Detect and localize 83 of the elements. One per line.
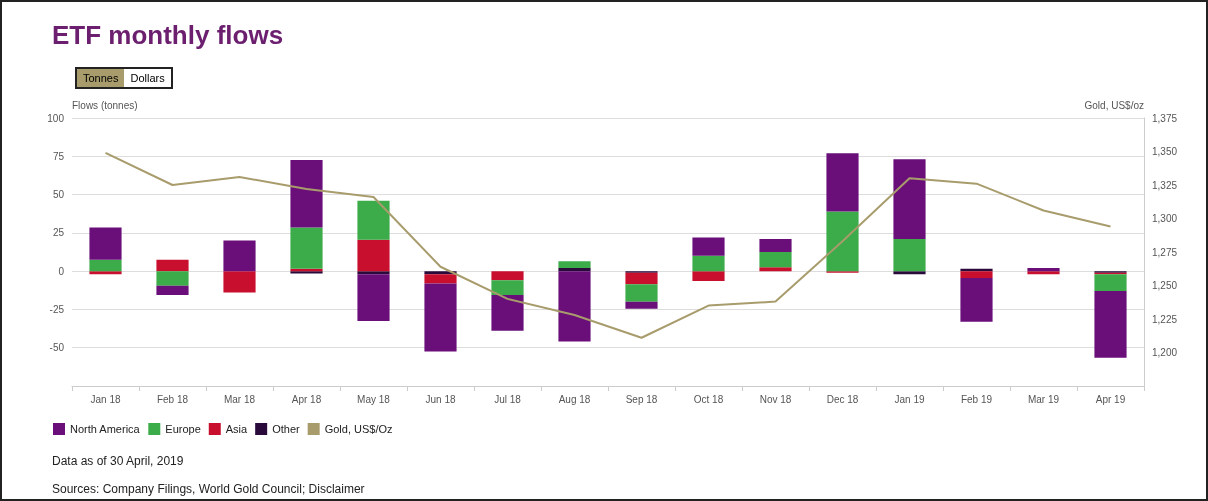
bar xyxy=(223,240,256,272)
y2-tick-label: 1,325 xyxy=(1152,179,1178,191)
bar xyxy=(893,159,926,239)
bar xyxy=(424,274,457,284)
y-tick-label: 0 xyxy=(58,265,65,277)
bar xyxy=(1094,274,1127,292)
y2-tick-label: 1,300 xyxy=(1152,213,1178,224)
bar xyxy=(491,271,524,281)
legend-label: Europe xyxy=(165,423,201,435)
x-tick-label: Jul 18 xyxy=(494,393,522,405)
y2-tick-label: 1,275 xyxy=(1152,246,1178,258)
bar xyxy=(290,227,323,269)
bar xyxy=(491,294,524,331)
bar xyxy=(491,280,524,295)
bar xyxy=(692,237,725,256)
bar xyxy=(156,259,189,272)
y-tick-label: 75 xyxy=(52,150,65,162)
y-axis-title: Flows (tonnes) xyxy=(72,99,138,111)
y2-tick-label: 1,250 xyxy=(1152,280,1178,291)
legend-label: Asia xyxy=(225,423,249,435)
source-note: Sources: Company Filings, World Gold Council; Disclaimer xyxy=(52,482,365,496)
bar xyxy=(357,239,390,272)
bar xyxy=(1094,291,1127,358)
bar xyxy=(893,238,926,272)
y-tick-label: 25 xyxy=(52,227,65,239)
bar xyxy=(692,271,725,282)
bar xyxy=(826,211,859,272)
x-tick-label: Dec 18 xyxy=(826,393,859,405)
bar xyxy=(826,153,859,212)
bar xyxy=(558,261,591,269)
legend-label: Gold, US$/Oz xyxy=(324,423,393,435)
x-tick-label: Jun 18 xyxy=(425,393,456,405)
bar xyxy=(960,278,993,322)
bar xyxy=(89,259,122,272)
bar xyxy=(759,267,792,272)
y2-tick-label: 1,225 xyxy=(1152,313,1178,325)
y2-tick-label: 1,375 xyxy=(1152,112,1178,124)
y2-tick-label: 1,350 xyxy=(1152,146,1178,157)
bar xyxy=(357,274,390,321)
bar xyxy=(290,160,323,228)
x-tick-label: Nov 18 xyxy=(759,393,792,405)
bar xyxy=(357,271,390,275)
x-tick-label: Feb 18 xyxy=(156,393,189,405)
y-tick-label: 50 xyxy=(52,189,65,201)
x-tick-label: Feb 19 xyxy=(960,393,993,405)
y2-tick-label: 1,200 xyxy=(1152,347,1178,358)
bar xyxy=(223,271,256,293)
bar xyxy=(893,271,926,275)
legend-label: North America xyxy=(70,423,141,435)
bar xyxy=(89,271,122,275)
bar xyxy=(759,238,792,252)
y-tick-label: -50 xyxy=(49,342,65,354)
bar xyxy=(424,283,457,352)
bar xyxy=(89,227,122,260)
legend-label: Other xyxy=(272,423,301,435)
bar xyxy=(357,200,390,240)
bar xyxy=(960,271,993,279)
bar xyxy=(692,255,725,272)
x-tick-label: Jan 18 xyxy=(90,393,121,405)
bar xyxy=(625,284,658,302)
x-tick-label: May 18 xyxy=(357,393,391,405)
bar xyxy=(759,252,792,268)
bar xyxy=(625,272,658,285)
x-tick-label: Oct 18 xyxy=(693,393,724,405)
y-tick-label: 100 xyxy=(47,112,65,124)
y2-axis-title: Gold, US$/oz xyxy=(1084,99,1144,111)
x-tick-label: Sep 18 xyxy=(625,393,658,405)
x-tick-label: Mar 19 xyxy=(1027,393,1060,405)
x-tick-label: Apr 18 xyxy=(291,393,322,405)
x-tick-label: Jan 19 xyxy=(894,393,925,405)
y-tick-label: -25 xyxy=(49,303,65,315)
line-series xyxy=(104,151,1112,339)
chart-title: ETF monthly flows xyxy=(52,20,284,51)
bar xyxy=(625,301,658,309)
bar xyxy=(558,271,591,342)
bar xyxy=(156,271,189,286)
x-tick-label: Aug 18 xyxy=(558,393,591,405)
unit-toggle: Tonnes Dollars xyxy=(75,67,173,89)
bar xyxy=(558,268,591,272)
x-tick-label: Mar 18 xyxy=(223,393,256,405)
x-tick-label: Apr 19 xyxy=(1095,393,1126,405)
text: Data as of 30 April, 2019 xyxy=(52,454,184,468)
bar xyxy=(156,285,189,295)
